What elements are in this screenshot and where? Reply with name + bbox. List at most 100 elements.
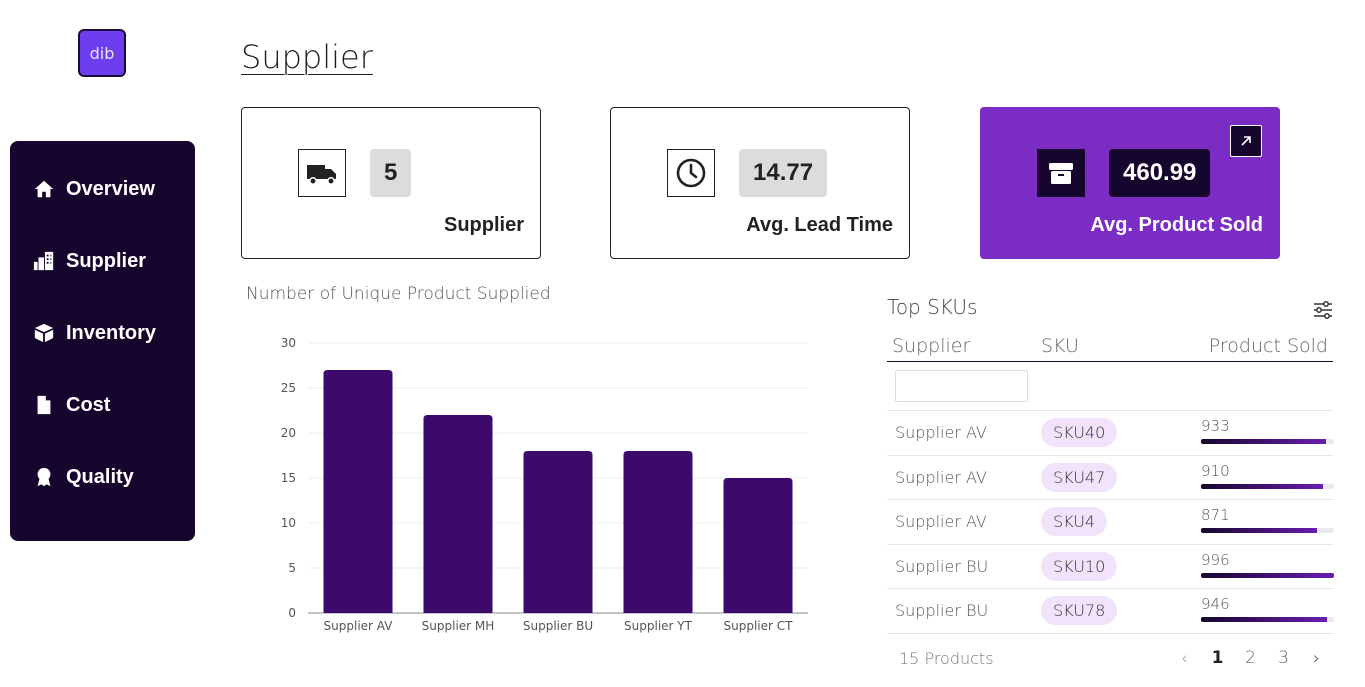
y-tick-label: 20 xyxy=(281,426,296,440)
kpi-card-supplier: 5 Supplier xyxy=(241,107,541,259)
clock-icon xyxy=(667,149,715,197)
bar[interactable] xyxy=(523,451,593,613)
x-tick-label: Supplier CT xyxy=(724,619,794,633)
sku-cell: SKU10 xyxy=(1035,551,1183,581)
product-sold-value: 933 xyxy=(1201,417,1230,435)
table-row[interactable]: Supplier AV SKU4 871 xyxy=(887,500,1334,545)
y-tick-label: 0 xyxy=(288,606,296,620)
sidebar-item-label: Inventory xyxy=(66,321,157,344)
page-title: Supplier xyxy=(241,38,373,76)
bar-chart: 0 5 10 15 20 25 30 Supplier AV Supplier MH Suppli… xyxy=(281,336,808,633)
column-header-sku[interactable]: SKU xyxy=(1041,334,1079,357)
table-body: Supplier AV SKU40 933 Supplier AV SKU47 910 Su… xyxy=(887,411,1334,634)
kpi-label: Avg. Product Sold xyxy=(1090,214,1263,236)
supplier-filter-input[interactable] xyxy=(895,370,1028,402)
y-tick-label: 25 xyxy=(281,381,296,395)
table-row[interactable]: Supplier BU SKU10 996 xyxy=(887,545,1334,589)
app-logo[interactable]: dib xyxy=(78,29,126,77)
box-icon xyxy=(32,321,56,345)
sidebar-item-quality[interactable]: Quality xyxy=(10,441,195,513)
sku-pill: SKU78 xyxy=(1041,596,1118,626)
y-tick-label: 10 xyxy=(281,516,296,530)
sidebar-item-overview[interactable]: Overview xyxy=(10,153,195,225)
product-sold-bar-fill xyxy=(1201,617,1328,622)
open-details-button[interactable] xyxy=(1230,125,1262,157)
x-tick-label: Supplier BU xyxy=(523,619,593,633)
product-sold-bar-track xyxy=(1201,572,1334,578)
filter-row xyxy=(887,362,1333,411)
product-sold-bar-track xyxy=(1201,528,1334,533)
sku-pill: SKU4 xyxy=(1041,507,1108,537)
kpi-label: Avg. Lead Time xyxy=(746,214,893,236)
product-sold-bar-fill xyxy=(1201,528,1318,533)
column-header-supplier[interactable]: Supplier xyxy=(892,334,971,357)
product-sold-bar-fill xyxy=(1201,439,1326,444)
table-row[interactable]: Supplier AV SKU47 910 xyxy=(887,456,1334,500)
product-sold-cell: 996 xyxy=(1183,545,1334,589)
column-header-product-sold[interactable]: Product Sold xyxy=(1208,334,1328,357)
y-tick-label: 5 xyxy=(288,561,296,575)
y-tick-label: 30 xyxy=(281,336,296,350)
product-count: 15 Products xyxy=(899,648,994,668)
sku-cell: SKU40 xyxy=(1035,418,1183,448)
page-button-3[interactable]: 3 xyxy=(1278,648,1289,668)
table-title: Top SKUs xyxy=(887,295,978,319)
table-footer: 15 Products ‹ 1 2 3 › xyxy=(887,643,1333,673)
sku-pill: SKU10 xyxy=(1041,551,1118,581)
supplier-cell: Supplier BU xyxy=(895,556,989,576)
sidebar-item-label: Quality xyxy=(66,465,134,488)
sidebar-nav: Overview Supplier Inventory Cost Quality xyxy=(10,141,195,541)
product-sold-value: 871 xyxy=(1201,506,1230,524)
sidebar-item-inventory[interactable]: Inventory xyxy=(10,297,195,369)
bar[interactable] xyxy=(723,478,793,613)
logo-text: dib xyxy=(89,43,115,63)
arrow-up-right-icon xyxy=(1241,136,1251,146)
x-tick-label: Supplier AV xyxy=(324,619,394,633)
kpi-value: 460.99 xyxy=(1109,149,1211,197)
sku-cell: SKU47 xyxy=(1035,462,1183,492)
x-tick-label: Supplier YT xyxy=(624,619,693,633)
product-sold-value: 946 xyxy=(1201,595,1230,613)
table-row[interactable]: Supplier BU SKU78 946 xyxy=(887,589,1334,634)
supplier-cell: Supplier AV xyxy=(895,512,987,532)
building-icon xyxy=(32,249,56,273)
product-sold-cell: 933 xyxy=(1183,411,1334,455)
product-sold-cell: 871 xyxy=(1183,500,1334,544)
bar[interactable] xyxy=(623,451,693,613)
bar[interactable] xyxy=(323,370,393,613)
sidebar-item-supplier[interactable]: Supplier xyxy=(10,225,195,297)
product-sold-bar-track xyxy=(1201,439,1334,444)
home-icon xyxy=(32,177,56,201)
top-skus-table: Supplier SKU Product Sold Supplier AV SKU… xyxy=(887,330,1334,634)
product-sold-bar-fill xyxy=(1201,483,1323,489)
bar[interactable] xyxy=(423,415,493,613)
package-icon xyxy=(1037,149,1085,197)
kpi-label: Supplier xyxy=(443,214,524,236)
document-icon xyxy=(32,393,56,417)
product-sold-cell: 946 xyxy=(1183,589,1334,633)
product-sold-value: 996 xyxy=(1201,550,1230,569)
page-button-2[interactable]: 2 xyxy=(1245,648,1256,668)
product-sold-bar-track xyxy=(1201,617,1334,622)
sidebar-item-cost[interactable]: Cost xyxy=(10,369,195,441)
filter-settings-icon[interactable] xyxy=(1311,298,1335,322)
table-header: Supplier SKU Product Sold xyxy=(887,330,1333,362)
truck-icon xyxy=(298,149,346,197)
award-icon xyxy=(32,465,56,489)
sku-pill: SKU40 xyxy=(1041,418,1118,448)
prev-page-chevron-icon[interactable]: ‹ xyxy=(1180,647,1189,669)
sku-pill: SKU47 xyxy=(1041,462,1118,492)
kpi-card-lead-time: 14.77 Avg. Lead Time xyxy=(610,107,910,259)
supplier-cell: Supplier AV xyxy=(895,467,987,487)
sidebar-item-label: Overview xyxy=(66,177,155,200)
kpi-value: 14.77 xyxy=(739,149,828,197)
sku-cell: SKU78 xyxy=(1035,596,1183,626)
page-button-1[interactable]: 1 xyxy=(1211,648,1224,668)
table-row[interactable]: Supplier AV SKU40 933 xyxy=(887,411,1334,456)
chart-title: Number of Unique Product Supplied xyxy=(246,284,551,304)
next-page-chevron-icon[interactable]: › xyxy=(1312,647,1321,669)
kpi-card-product-sold: 460.99 Avg. Product Sold xyxy=(980,107,1280,259)
product-sold-cell: 910 xyxy=(1183,456,1334,500)
x-tick-label: Supplier MH xyxy=(422,619,495,633)
supplier-cell: Supplier AV xyxy=(895,423,987,443)
